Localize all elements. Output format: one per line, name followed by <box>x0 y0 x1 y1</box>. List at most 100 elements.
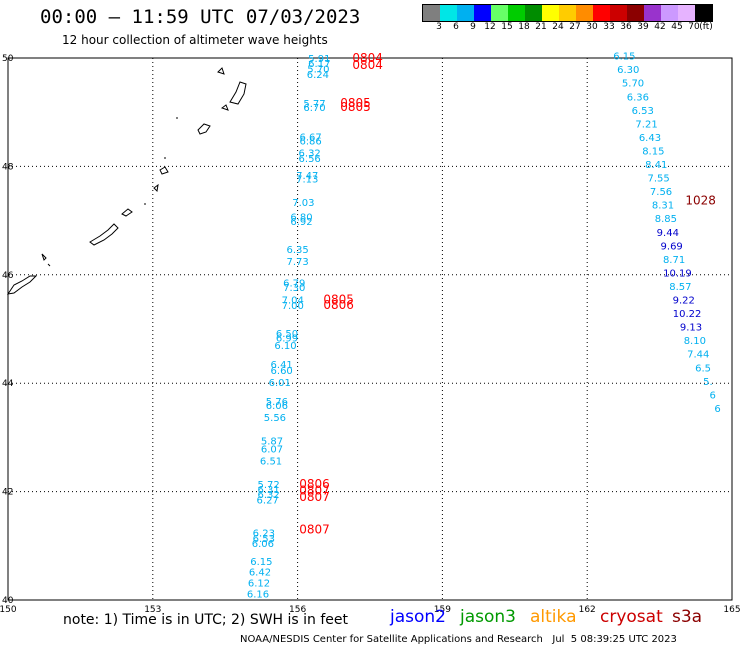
wave-height-value: 7.44 <box>687 350 709 361</box>
color-swatch <box>559 5 576 21</box>
lat-label: 40 <box>2 596 14 606</box>
island-onekotan <box>197 123 211 135</box>
wave-height-value: 8.85 <box>655 214 677 225</box>
wave-height-value: 6.56 <box>299 154 321 165</box>
wave-height-value: 6.27 <box>257 496 279 507</box>
color-scale-label: 70 <box>688 22 700 32</box>
wave-height-value: 7.47 <box>296 171 318 182</box>
wave-height-value: 6.41 <box>271 360 293 371</box>
chart-subtitle: 12 hour collection of altimeter wave hei… <box>62 33 328 47</box>
color-scale-label: 9 <box>470 22 476 32</box>
wave-height-value: 6.60 <box>271 366 293 377</box>
wave-height-value: 6.31 <box>258 485 280 496</box>
wave-height-value: 7.55 <box>648 174 670 185</box>
island-atlasov <box>220 104 229 111</box>
wave-height-value: 9.69 <box>661 241 683 252</box>
color-scale-label: 39 <box>637 22 649 32</box>
wave-height-value: 6.79 <box>283 279 305 290</box>
color-swatch <box>593 5 610 21</box>
satellite-jason3: jason3 <box>460 607 516 627</box>
lat-label: 46 <box>2 271 14 281</box>
wave-height-value: 6.10 <box>274 341 296 352</box>
color-swatch <box>644 5 661 21</box>
island-small-4 <box>47 263 51 267</box>
longitude-labels: 150 153 156 159 162 165 <box>0 605 740 615</box>
wave-height-value: 9.44 <box>657 228 679 239</box>
altimeter-track-west: 5.916.175.706.245.776.706.676.866.326.56… <box>247 54 331 600</box>
lat-label: 42 <box>2 488 13 498</box>
wave-height-value: 6.23 <box>253 529 275 540</box>
wave-height-value: 6.12 <box>248 578 270 589</box>
color-swatch <box>423 5 440 21</box>
island-shumshu <box>217 67 225 75</box>
wave-height-value: 6.70 <box>303 103 325 114</box>
color-swatch <box>457 5 474 21</box>
wave-height-value: 8.41 <box>645 160 667 171</box>
color-swatch <box>525 5 542 21</box>
island-kunashir <box>41 253 47 261</box>
wave-height-value: 6.30 <box>617 65 639 76</box>
lon-label: 162 <box>579 605 596 615</box>
wave-height-value: 6.53 <box>253 534 275 545</box>
color-swatch <box>542 5 559 21</box>
color-scale-label: 6 <box>453 22 459 32</box>
altimeter-track-east: 6.15 6.30 5.70 6.36 6.53 7.21 6.43 8.15 8.41 7.55… <box>613 52 720 415</box>
lon-label: 165 <box>723 605 740 615</box>
color-swatch <box>661 5 678 21</box>
wave-height-value: 6.80 <box>290 213 312 224</box>
color-swatch <box>627 5 644 21</box>
color-scale-label: 36 <box>620 22 632 32</box>
wave-height-value: 5.70 <box>622 79 644 90</box>
wave-height-value: 5.56 <box>264 413 286 424</box>
lon-label: 150 <box>0 605 17 615</box>
wave-height-value: 8.31 <box>652 201 674 212</box>
color-scale-label: 27 <box>569 22 581 32</box>
wave-height-value: 6.32 <box>299 149 321 160</box>
pass-time-label: 0805 <box>323 293 354 307</box>
coastline-kuril-islands <box>6 57 270 295</box>
pass-time-label: 0807 <box>299 483 330 497</box>
wave-height-value: 6 <box>710 390 716 401</box>
wave-height-value: 7.00 <box>282 301 304 312</box>
wave-height-value: 6.06 <box>252 539 274 550</box>
wave-height-value: 6.32 <box>258 490 280 501</box>
wave-height-value: 8.10 <box>684 336 706 347</box>
island-simushir <box>153 183 159 193</box>
map-frame <box>7 57 733 601</box>
color-scale-label: 45 <box>671 22 683 32</box>
wave-height-value: 5.91 <box>308 54 330 65</box>
wave-height-value: 6.36 <box>627 92 649 103</box>
wave-height-value: 6.53 <box>632 106 654 117</box>
wave-height-value: 6.35 <box>286 245 308 256</box>
wave-height-value: 6.42 <box>249 568 271 579</box>
wave-height-value: 6.06 <box>266 401 288 412</box>
pass-time-labels: 0804080408050805102808050806080608070807… <box>299 51 716 537</box>
chart-title: 00:00 — 11:59 UTC 07/03/2023 <box>40 6 361 28</box>
color-swatch <box>678 5 695 21</box>
color-scale-label: 30 <box>586 22 598 32</box>
pass-time-label: 0804 <box>352 58 383 72</box>
wave-height-value: 10.22 <box>673 309 702 320</box>
latitude-labels: 50 48 46 44 42 40 <box>2 54 14 606</box>
satellite-jason2: jason2 <box>390 607 446 627</box>
credit-line: NOAA/NESDIS Center for Satellite Applica… <box>240 634 677 645</box>
island-paramushir <box>229 81 247 105</box>
color-scale-label: 18 <box>518 22 530 32</box>
color-scale-label: 42 <box>654 22 666 32</box>
wave-height-value: 6.17 <box>308 59 330 70</box>
wave-height-value: 6.24 <box>307 70 329 81</box>
island-urup <box>121 208 133 217</box>
lat-lon-grid <box>7 57 733 601</box>
wave-height-value: 5.87 <box>261 436 283 447</box>
coastline-hokkaido <box>6 275 38 295</box>
color-scale-label: 3 <box>436 22 442 32</box>
island-ketoy <box>159 166 169 175</box>
wave-height-value: 7.04 <box>282 296 304 307</box>
lon-label: 153 <box>144 605 161 615</box>
color-scale-label: 33 <box>603 22 615 32</box>
pass-time-label: 0806 <box>323 298 354 312</box>
wave-height-value: 6.92 <box>290 217 312 228</box>
wave-height-value: 6.01 <box>269 378 291 389</box>
wave-height-value: 7.13 <box>296 175 318 186</box>
